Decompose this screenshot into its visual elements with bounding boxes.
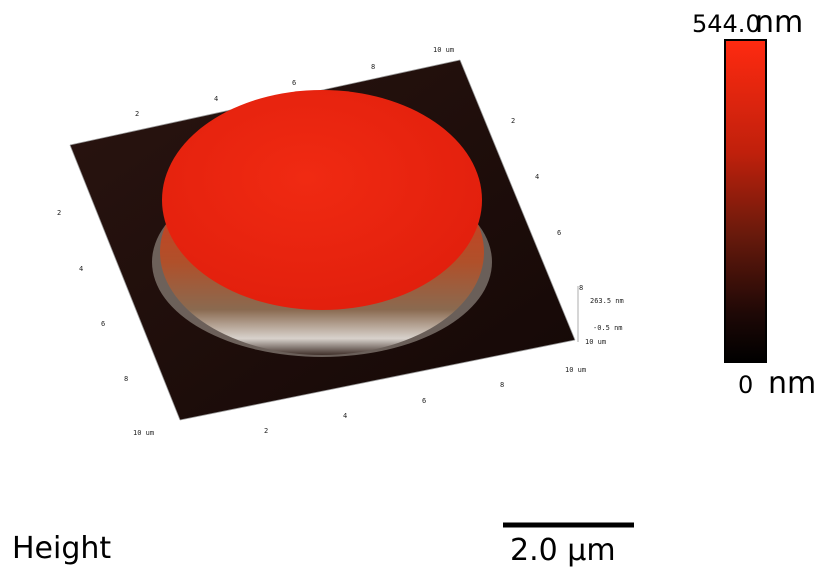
axis-label: 2 xyxy=(57,209,61,217)
axis-label: 6 xyxy=(557,229,561,237)
channel-label: Height xyxy=(12,531,111,566)
axis-label: 4 xyxy=(343,412,347,420)
axis-label: 2 xyxy=(135,110,139,118)
axis-label: -0.5 nm xyxy=(593,324,623,332)
scene: 544.0 nm 0 nm Height 2.0 μm 2 4 6 8 10 um 2 4 6… xyxy=(0,0,829,568)
axis-label: 4 xyxy=(79,265,83,273)
axis-label: 10 um xyxy=(133,429,154,437)
axis-label: 10 um xyxy=(433,46,454,54)
axis-label: 2 xyxy=(511,117,515,125)
axis-label: 8 xyxy=(124,375,128,383)
colorbar xyxy=(725,40,766,362)
axis-label: 8 xyxy=(579,284,583,292)
axis-label: 4 xyxy=(214,95,218,103)
axis-label: 10 um xyxy=(585,338,606,346)
axis-label: 8 xyxy=(371,63,375,71)
axis-label: 4 xyxy=(535,173,539,181)
disk-top xyxy=(162,90,482,310)
colorbar-min: 0 xyxy=(738,371,753,399)
scale-bar-label: 2.0 μm xyxy=(510,533,616,568)
axis-label: 6 xyxy=(292,79,296,87)
afm-view: 544.0 nm 0 nm Height 2.0 μm 2 4 6 8 10 um 2 4 6… xyxy=(0,0,829,568)
axis-label: 2 xyxy=(264,427,268,435)
axis-label: 6 xyxy=(101,320,105,328)
axis-label: 6 xyxy=(422,397,426,405)
colorbar-min-unit: nm xyxy=(768,366,816,401)
colorbar-max-unit: nm xyxy=(755,5,803,40)
axis-label: 10 um xyxy=(565,366,586,374)
colorbar-max: 544.0 xyxy=(692,10,761,38)
axis-label: 263.5 nm xyxy=(590,297,624,305)
axis-label: 8 xyxy=(500,381,504,389)
